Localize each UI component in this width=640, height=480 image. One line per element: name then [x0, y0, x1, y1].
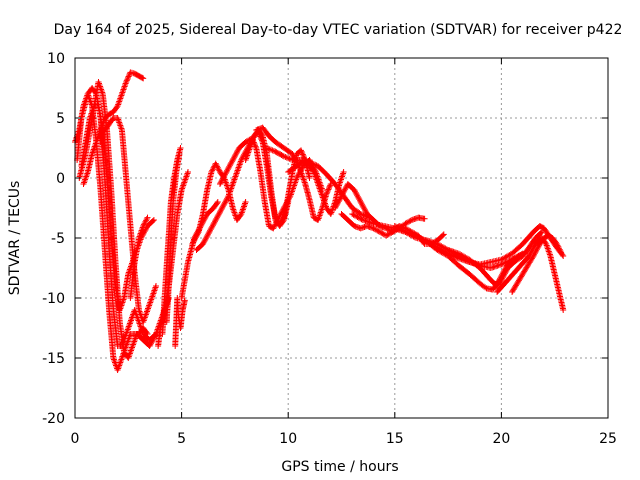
x-tick-label: 20 — [492, 431, 510, 447]
series-arc-m — [189, 160, 249, 247]
x-tick-label: 0 — [71, 431, 80, 447]
x-tick-label: 25 — [599, 431, 617, 447]
series-arc-k — [172, 295, 188, 349]
chart-title: Day 164 of 2025, Sidereal Day-to-day VTE… — [54, 22, 623, 38]
x-tick-label: 10 — [279, 431, 297, 447]
y-tick-label: 10 — [47, 51, 65, 67]
x-tick-label: 15 — [386, 431, 404, 447]
axis-ticks: -20 -15 -10 -5 0 5 10 0 5 10 15 20 25 — [42, 51, 617, 447]
x-axis-title: GPS time / hours — [281, 459, 398, 475]
y-tick-label: -15 — [42, 351, 65, 367]
x-tick-label: 5 — [177, 431, 186, 447]
y-axis-title: SDTVAR / TECUs — [7, 181, 23, 296]
series-arc-s — [285, 157, 347, 217]
y-tick-label: -5 — [51, 231, 65, 247]
series-arc-x — [423, 238, 528, 293]
series-arc-f — [78, 103, 157, 313]
series-arc-g — [127, 214, 151, 301]
series-arc-j — [163, 151, 183, 325]
y-tick-label: 0 — [56, 171, 65, 187]
series-arc-aa — [509, 232, 565, 295]
y-tick-label: 5 — [56, 111, 65, 127]
series-arc-z — [494, 235, 567, 313]
data-series — [72, 69, 567, 373]
y-tick-label: -10 — [42, 291, 65, 307]
y-tick-label: -20 — [42, 411, 65, 427]
